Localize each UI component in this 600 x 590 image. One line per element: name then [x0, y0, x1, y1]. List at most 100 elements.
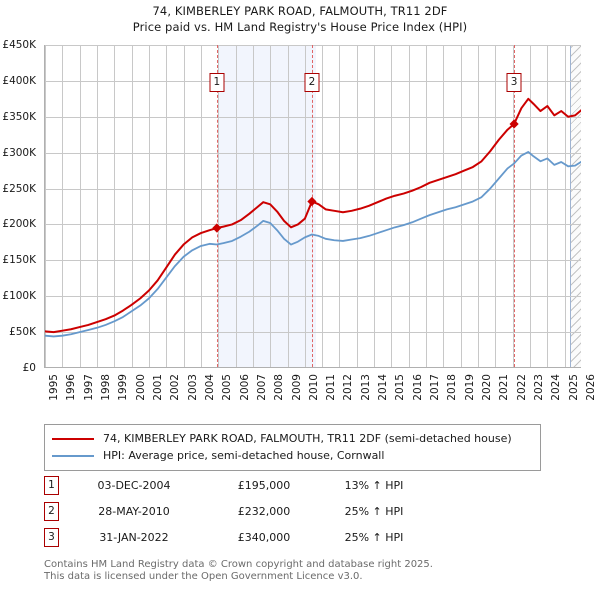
x-axis-tick-label: 2003 — [186, 374, 199, 401]
gridline-vertical — [426, 45, 427, 367]
title-line-2: Price paid vs. HM Land Registry's House … — [132, 20, 468, 34]
event-line-3 — [514, 45, 516, 367]
gridline-horizontal — [45, 332, 581, 333]
gridline-horizontal — [45, 153, 581, 154]
gridline-vertical — [201, 45, 202, 367]
transaction-hpi-delta: 13% ↑ HPI — [344, 478, 404, 492]
x-axis-tick-label: 2023 — [533, 374, 546, 401]
legend-label-2: HPI: Average price, semi-detached house,… — [103, 449, 385, 462]
series-line-hpi — [45, 151, 581, 338]
chart-marker-badge-1[interactable]: 1 — [209, 73, 225, 92]
x-axis-tick-label: 2011 — [325, 374, 338, 401]
transaction-badge-2: 2 — [44, 501, 59, 521]
x-axis-tick-label: 2021 — [498, 374, 511, 401]
gridline-vertical — [565, 45, 566, 367]
legend-swatch-2 — [52, 454, 94, 457]
gridline-horizontal — [45, 45, 581, 46]
legend-item-1: 74, KIMBERLEY PARK ROAD, FALMOUTH, TR11 … — [52, 430, 533, 447]
x-axis-tick-label: 2005 — [221, 374, 234, 401]
gridline-vertical — [305, 45, 306, 367]
gridline-vertical — [114, 45, 115, 367]
gridline-vertical — [409, 45, 410, 367]
chart-area: £0 £50K £100K £150K £200K £250K £300K £350K £400… — [0, 38, 600, 401]
x-axis-tick-label: 2006 — [238, 374, 251, 401]
table-row[interactable]: 1 03-DEC-2004 £195,000 13% ↑ HPI — [44, 472, 464, 498]
chart-marker-badge-2[interactable]: 2 — [304, 73, 320, 92]
footer-attribution: Contains HM Land Registry data © Crown c… — [44, 559, 564, 583]
y-axis-tick-label: £450K — [2, 39, 36, 51]
gridline-horizontal — [45, 260, 581, 261]
x-axis-tick-label: 2000 — [134, 374, 147, 401]
x-axis-tick-label: 2017 — [429, 374, 442, 401]
transaction-point-3[interactable] — [509, 119, 519, 129]
x-axis-tick-label: 2019 — [463, 374, 476, 401]
gridline-vertical — [513, 45, 514, 367]
y-axis-tick-label: £300K — [2, 146, 36, 159]
plot-area: 1 2 3 — [44, 45, 581, 368]
gridline-horizontal — [45, 189, 581, 190]
transaction-date: 03-DEC-2004 — [97, 478, 171, 492]
footer-line-2: This data is licensed under the Open Gov… — [44, 571, 363, 582]
gridline-vertical — [97, 45, 98, 367]
gridline-vertical — [45, 45, 46, 367]
x-axis-tick-label: 2015 — [394, 374, 407, 401]
transaction-hpi-delta: 25% ↑ HPI — [344, 530, 404, 544]
gridline-vertical — [478, 45, 479, 367]
gridline-horizontal — [45, 296, 581, 297]
transaction-price: £340,000 — [237, 530, 291, 544]
x-axis-tick-label: 2025 — [567, 374, 580, 401]
series-container — [45, 97, 581, 338]
gridline-vertical — [357, 45, 358, 367]
gridline-vertical — [547, 45, 548, 367]
y-axis-tick-label: £0 — [22, 362, 36, 374]
y-axis-tick-label: £350K — [2, 110, 36, 123]
gridline-horizontal — [45, 117, 581, 118]
y-axis-tick-label: £50K — [9, 326, 36, 339]
plot-inner: 1 2 3 — [45, 45, 581, 367]
x-axis-tick-label: 2009 — [290, 374, 303, 401]
gridline-vertical — [184, 45, 185, 367]
gridline-vertical — [236, 45, 237, 367]
gridline-vertical — [339, 45, 340, 367]
x-axis-tick-label: 2012 — [342, 374, 355, 401]
x-axis-tick-label: 2010 — [307, 374, 320, 401]
gridline-vertical — [218, 45, 219, 367]
gridline-vertical — [495, 45, 496, 367]
gridline-vertical — [132, 45, 133, 367]
y-axis-tick-label: £400K — [2, 74, 36, 87]
y-axis-tick-label: £150K — [2, 254, 36, 267]
transaction-badge-1: 1 — [44, 475, 59, 495]
legend-swatch-1 — [52, 437, 94, 440]
gridline-vertical — [253, 45, 254, 367]
transaction-date: 31-JAN-2022 — [99, 530, 169, 544]
page-title: 74, KIMBERLEY PARK ROAD, FALMOUTH, TR11 … — [0, 3, 600, 35]
gridline-vertical — [391, 45, 392, 367]
gridline-vertical — [149, 45, 150, 367]
x-axis-tick-label: 2024 — [550, 374, 563, 401]
y-axis-tick-label: £250K — [2, 182, 36, 195]
gridline-vertical — [530, 45, 531, 367]
x-axis-tick-label: 2014 — [377, 374, 390, 401]
x-axis-tick-label: 2016 — [411, 374, 424, 401]
legend-label-1: 74, KIMBERLEY PARK ROAD, FALMOUTH, TR11 … — [103, 432, 512, 445]
footer-line-1: Contains HM Land Registry data © Crown c… — [44, 559, 433, 570]
x-axis-tick-label: 2007 — [255, 374, 268, 401]
chart-legend: 74, KIMBERLEY PARK ROAD, FALMOUTH, TR11 … — [44, 424, 541, 471]
table-row[interactable]: 3 31-JAN-2022 £340,000 25% ↑ HPI — [44, 524, 464, 550]
gridline-vertical — [288, 45, 289, 367]
gridline-vertical — [80, 45, 81, 367]
x-axis-tick-label: 2020 — [481, 374, 494, 401]
transaction-point-1[interactable] — [212, 223, 222, 233]
transaction-price: £232,000 — [237, 504, 291, 518]
y-axis-labels: £0 £50K £100K £150K £200K £250K £300K £350K £400… — [0, 39, 40, 374]
chart-marker-badge-3[interactable]: 3 — [506, 73, 522, 92]
table-row[interactable]: 2 28-MAY-2010 £232,000 25% ↑ HPI — [44, 498, 464, 524]
transaction-hpi-delta: 25% ↑ HPI — [344, 504, 404, 518]
x-axis-tick-label: 2026 — [585, 374, 597, 401]
series-line-property — [45, 97, 581, 334]
transaction-point-2[interactable] — [307, 196, 317, 207]
x-axis-tick-label: 2001 — [151, 374, 164, 401]
projection-hatched-zone — [569, 45, 581, 367]
x-axis-tick-label: 1995 — [48, 374, 60, 401]
